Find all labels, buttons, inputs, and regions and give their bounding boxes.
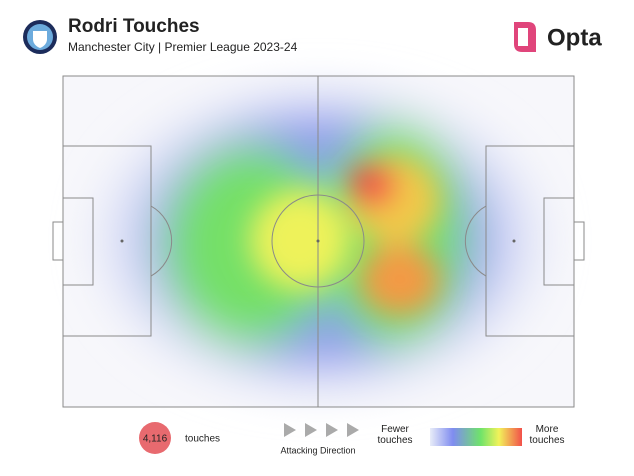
brand-logo: Opta <box>514 22 602 52</box>
count-label: touches <box>185 434 220 445</box>
count-badge <box>139 422 171 454</box>
subtitle: Manchester City | Premier League 2023-24 <box>68 40 298 54</box>
title: Rodri Touches <box>68 16 200 37</box>
centre-spot <box>316 239 320 243</box>
penalty-spot <box>512 239 516 243</box>
brand-name: Opta <box>547 24 602 51</box>
penalty-spot <box>120 239 124 243</box>
legend-high-box: More touches <box>529 424 565 446</box>
legend-low: Fewer touches <box>377 424 413 446</box>
direction-label: Attacking Direction <box>280 445 355 455</box>
legend-high: More touches <box>529 424 565 446</box>
legend-scale <box>430 428 522 446</box>
legend-low-box: Fewer touches <box>377 424 413 446</box>
club-badge <box>23 20 57 54</box>
direction-arrows <box>284 423 359 437</box>
touch-count: 4,116 <box>143 434 168 445</box>
